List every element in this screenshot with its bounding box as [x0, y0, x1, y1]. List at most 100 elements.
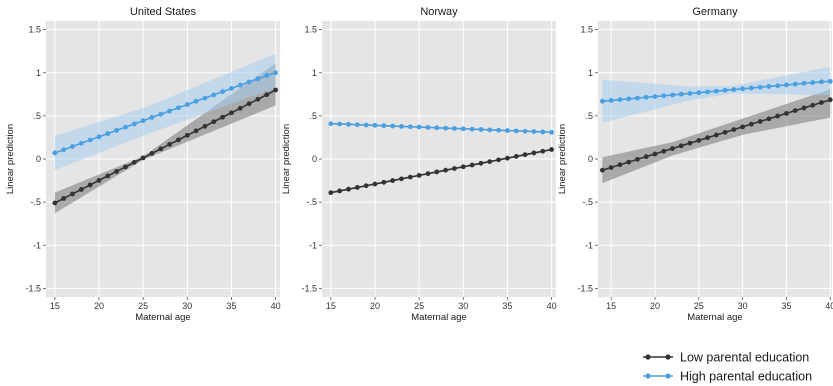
- data-point: [363, 122, 369, 128]
- data-point: [337, 188, 343, 194]
- x-tick-label: 25: [694, 301, 704, 311]
- data-point: [220, 89, 226, 95]
- data-point: [784, 82, 789, 88]
- y-tick-label: -1.5: [301, 283, 317, 293]
- data-point: [407, 124, 413, 130]
- legend-item: Low parental education: [643, 351, 809, 365]
- x-axis-title: Maternal age: [687, 312, 742, 323]
- data-point: [531, 129, 537, 134]
- y-tick-label: 1: [36, 68, 41, 78]
- y-tick-label: 0: [36, 154, 41, 164]
- data-point: [740, 86, 746, 92]
- data-point: [264, 73, 270, 78]
- data-point: [202, 95, 208, 101]
- data-point: [416, 172, 422, 178]
- y-tick-label: 0: [312, 154, 317, 164]
- panel-title: Germany: [692, 6, 738, 18]
- data-point: [140, 155, 146, 161]
- data-point: [140, 118, 146, 124]
- data-point: [193, 98, 199, 104]
- x-axis-title: Maternal age: [411, 312, 466, 323]
- data-point: [766, 84, 772, 89]
- data-point: [328, 190, 334, 196]
- data-point: [246, 101, 252, 107]
- data-point: [434, 169, 440, 175]
- data-point: [255, 96, 261, 102]
- data-point: [273, 70, 278, 76]
- data-point: [608, 98, 614, 103]
- data-point: [246, 79, 252, 85]
- data-point: [748, 85, 754, 91]
- data-point: [496, 127, 501, 133]
- data-point: [740, 124, 746, 130]
- data-point: [184, 132, 190, 138]
- data-point: [549, 147, 554, 152]
- legend-marker: [665, 354, 671, 360]
- data-point: [599, 167, 605, 173]
- data-point: [696, 138, 702, 143]
- data-point: [264, 92, 270, 98]
- data-point: [237, 82, 243, 88]
- data-point: [513, 128, 519, 134]
- data-point: [123, 164, 128, 170]
- data-point: [131, 159, 137, 165]
- data-point: [766, 116, 772, 122]
- data-point: [617, 162, 623, 168]
- data-point: [61, 196, 67, 201]
- chart-panel: -1.5 -1 -.5 0 .5 1 1.5 15 20 25 30 35 40 Germany Mater…: [557, 6, 833, 323]
- data-point: [346, 186, 351, 192]
- data-point: [105, 131, 111, 136]
- data-point: [237, 105, 243, 111]
- x-tick-label: 35: [781, 301, 791, 311]
- data-point: [819, 100, 824, 105]
- data-point: [158, 111, 164, 117]
- y-tick-label: -1.5: [577, 283, 593, 293]
- data-point: [114, 169, 120, 174]
- data-point: [661, 93, 667, 99]
- x-tick-label: 15: [50, 301, 60, 311]
- data-point: [434, 125, 440, 131]
- data-point: [372, 181, 378, 187]
- data-point: [705, 89, 710, 95]
- legend: Low parental education High parental educ…: [643, 351, 812, 384]
- data-point: [229, 110, 234, 116]
- x-tick-label: 40: [825, 301, 833, 311]
- data-point: [354, 185, 360, 190]
- x-tick-label: 40: [271, 301, 281, 311]
- data-point: [105, 173, 111, 179]
- x-tick-label: 35: [226, 301, 236, 311]
- data-point: [452, 166, 457, 171]
- data-point: [443, 125, 449, 131]
- data-point: [202, 123, 208, 129]
- legend-label: Low parental education: [680, 351, 809, 365]
- data-point: [78, 187, 84, 192]
- data-point: [346, 121, 351, 127]
- data-point: [696, 90, 702, 96]
- data-point: [713, 88, 719, 94]
- data-point: [722, 87, 728, 93]
- data-point: [78, 140, 84, 146]
- data-point: [452, 126, 457, 131]
- data-point: [531, 150, 537, 156]
- data-point: [149, 150, 155, 156]
- data-point: [478, 160, 484, 166]
- data-point: [211, 92, 217, 98]
- x-tick-label: 30: [182, 301, 192, 311]
- data-point: [487, 159, 493, 164]
- data-point: [416, 124, 422, 130]
- x-tick-label: 30: [458, 301, 468, 311]
- data-point: [827, 78, 833, 84]
- data-point: [496, 157, 501, 163]
- legend-marker: [645, 354, 651, 360]
- data-point: [229, 86, 234, 91]
- data-point: [425, 171, 431, 177]
- data-point: [775, 83, 781, 89]
- y-tick-label: .5: [33, 111, 41, 121]
- legend-marker: [665, 373, 671, 379]
- chart-panel: -1.5 -1 -.5 0 .5 1 1.5 15 20 25 30 35 40 United State…: [5, 6, 281, 323]
- x-tick-label: 25: [138, 301, 148, 311]
- y-tick-label: -.5: [306, 197, 317, 207]
- data-point: [193, 128, 199, 134]
- data-point: [96, 177, 102, 183]
- data-point: [399, 124, 404, 129]
